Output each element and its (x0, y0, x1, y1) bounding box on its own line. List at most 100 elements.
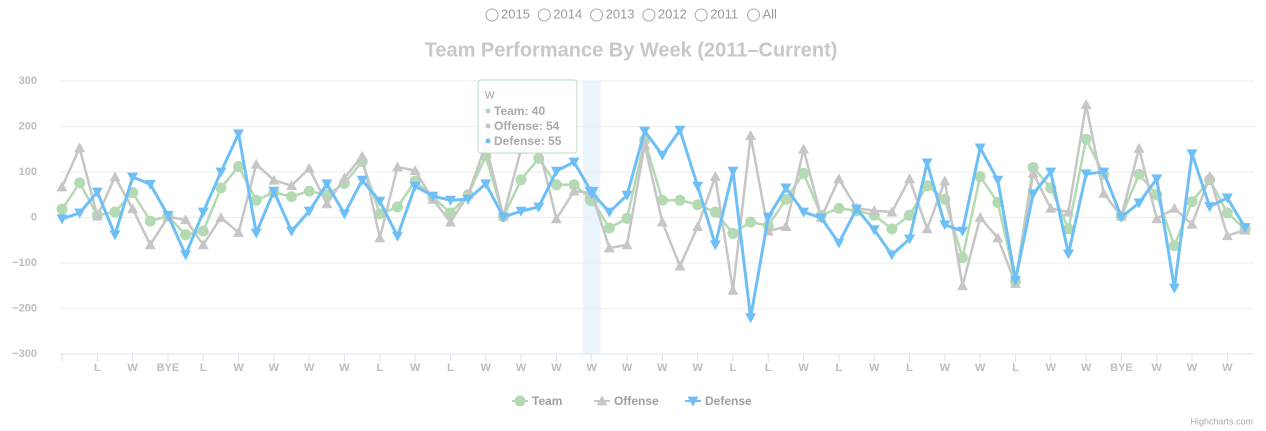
x-tick-label: L (765, 362, 772, 374)
x-tick-label: W (798, 362, 809, 374)
y-tick-label: 300 (19, 75, 37, 87)
radio-label[interactable]: 2013 (606, 6, 635, 21)
radio-button[interactable] (485, 8, 499, 22)
x-tick-label: W (692, 362, 703, 374)
point (444, 195, 456, 206)
radio-button[interactable] (694, 8, 708, 22)
radio-label[interactable]: 2012 (658, 6, 687, 21)
x-tick-label: W (975, 362, 986, 374)
point (568, 157, 580, 168)
x-tick-label: W (127, 362, 138, 374)
point (674, 125, 686, 136)
point (268, 186, 280, 197)
point (550, 213, 562, 224)
x-tick-label: W (551, 362, 562, 374)
x-tick-label: W (410, 362, 421, 374)
point (427, 191, 439, 202)
point (974, 212, 986, 222)
point (833, 173, 845, 184)
radio-label[interactable]: 2011 (710, 6, 738, 21)
point (268, 174, 280, 185)
point (1133, 142, 1145, 153)
point (462, 194, 474, 205)
point (74, 208, 86, 219)
point (1080, 169, 1092, 180)
point (74, 142, 86, 153)
x-tick-label: L (730, 362, 737, 374)
point (621, 190, 633, 201)
point (356, 175, 368, 186)
point (286, 191, 298, 203)
point (127, 172, 139, 183)
legend-label[interactable]: Defense (705, 394, 752, 408)
credits[interactable]: Highcharts.com (1190, 416, 1253, 426)
point (497, 212, 509, 223)
legend-marker (687, 396, 699, 407)
point (233, 129, 245, 140)
point (515, 174, 527, 186)
x-tick-label: L (376, 362, 383, 374)
x-tick-label: W (1081, 362, 1092, 374)
tooltip-box (477, 79, 578, 154)
legend-label[interactable]: Offense (614, 394, 659, 408)
tooltip-bullet (485, 108, 491, 114)
point (780, 193, 792, 205)
point (603, 207, 615, 218)
point (674, 260, 686, 271)
y-tick-label: −300 (12, 348, 37, 360)
point (356, 150, 368, 161)
x-tick-label: W (304, 362, 315, 374)
radio-button[interactable] (590, 8, 604, 22)
radio-button[interactable] (537, 8, 551, 22)
point (656, 150, 668, 161)
point (709, 206, 721, 218)
x-tick-label: W (339, 362, 350, 374)
point (1027, 189, 1039, 200)
point (339, 209, 351, 220)
radio-label[interactable]: 2015 (501, 6, 530, 21)
point (584, 186, 599, 200)
x-tick-label: L (836, 362, 843, 374)
radio-button[interactable] (747, 8, 760, 22)
point (250, 158, 262, 169)
point (868, 205, 880, 216)
x-tick-label: L (200, 362, 207, 374)
point (391, 231, 403, 242)
x-tick-label: W (233, 362, 244, 374)
point (180, 229, 192, 241)
point (745, 313, 757, 324)
point (656, 216, 668, 227)
x-tick-label: L (447, 362, 454, 374)
point (727, 166, 739, 177)
point (127, 203, 139, 214)
point (1098, 167, 1110, 178)
point (1045, 202, 1057, 213)
tooltip-line: Defense: 55 (494, 134, 562, 148)
y-tick-label: −100 (12, 257, 37, 269)
tooltip-line: Offense: 54 (494, 119, 560, 133)
point (550, 166, 562, 177)
point (833, 238, 845, 249)
point (727, 227, 739, 239)
y-tick-label: 0 (31, 211, 37, 223)
point (745, 216, 757, 228)
point (1045, 167, 1057, 178)
point (374, 196, 386, 207)
radio-button[interactable] (642, 8, 656, 22)
point (603, 222, 615, 234)
point (197, 225, 209, 237)
tooltip-line: Team: 40 (494, 104, 545, 118)
point (1204, 171, 1216, 181)
point (709, 171, 721, 181)
x-tick-label: L (1012, 362, 1019, 374)
point (409, 165, 421, 176)
radio-label[interactable]: 2014 (553, 6, 582, 21)
point (1239, 223, 1251, 234)
point (1080, 99, 1092, 110)
tooltip-bullet (485, 123, 491, 129)
point (745, 130, 757, 140)
legend-label[interactable]: Team (532, 394, 562, 408)
point (91, 187, 103, 198)
radio-label[interactable]: All (763, 6, 778, 21)
